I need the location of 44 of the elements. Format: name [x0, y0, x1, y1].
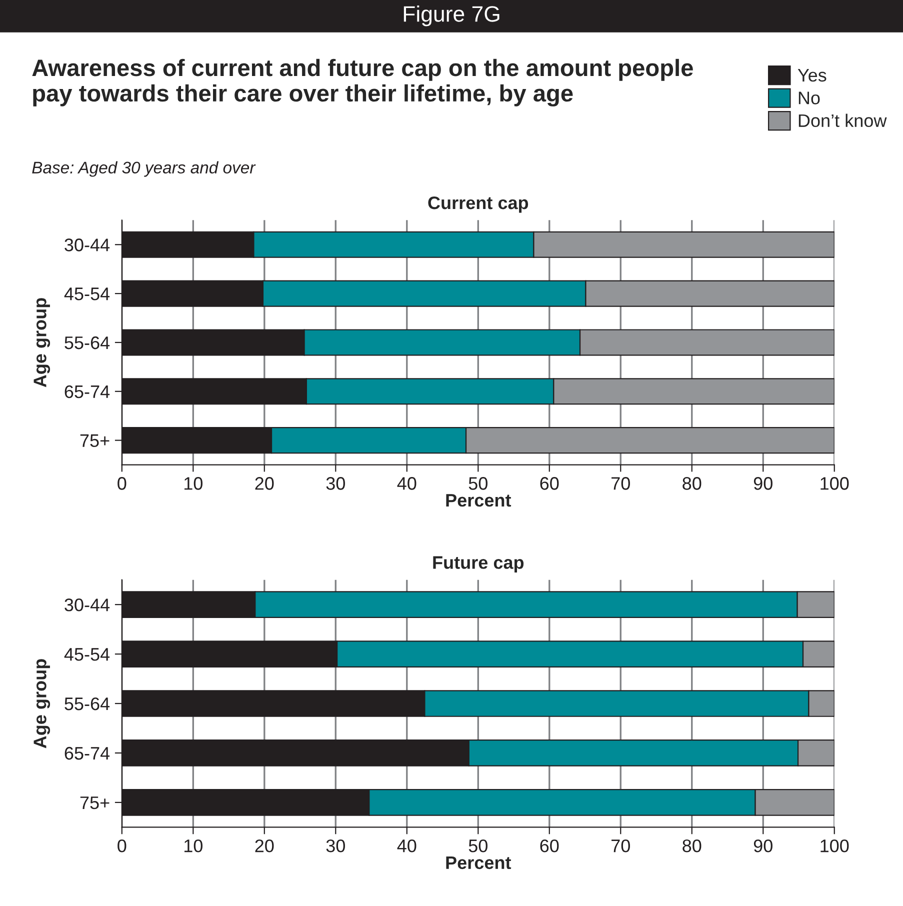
x-tick-label: 100 — [820, 477, 849, 490]
chart-title: Future cap — [433, 556, 524, 572]
caption: Figure 7G — [404, 5, 500, 26]
x-tick-label: 40 — [397, 839, 416, 852]
legend-label: Don’t know — [798, 114, 887, 128]
x-tick-label: 40 — [397, 477, 416, 490]
x-tick-label: 70 — [612, 477, 630, 490]
x-tick-label: 50 — [468, 477, 488, 490]
x-tick-label: 0 — [118, 839, 126, 852]
x-tick-label: 70 — [612, 839, 630, 852]
x-axis-title: Percent — [446, 856, 512, 870]
y-tick-label: 45-54 — [64, 648, 110, 661]
x-tick-label: 100 — [820, 839, 849, 852]
x-tick-label: 10 — [184, 839, 202, 852]
x-tick-label: 20 — [255, 839, 274, 852]
y-tick-label: 75+ — [80, 434, 110, 448]
chart-title: Current cap — [428, 196, 528, 213]
y-tick-label: 55-64 — [64, 336, 110, 350]
text: Awareness of current and future cap on the amount people pay towards their care over their lifetime, by age — [32, 58, 693, 106]
x-tick-label: 80 — [682, 477, 702, 490]
y-tick-label: 65-74 — [64, 385, 110, 398]
y-tick-label: 30-44 — [64, 598, 110, 612]
x-tick-label: 90 — [754, 839, 772, 852]
text: Base: Aged 30 years and over — [32, 161, 256, 177]
x-axis-title: Percent — [446, 494, 512, 507]
y-tick-label: 45-54 — [64, 288, 110, 300]
y-tick-label: 30-44 — [64, 238, 110, 252]
y-axis-title: Age group — [34, 298, 50, 388]
x-tick-label: 30 — [326, 839, 345, 852]
x-tick-label: 0 — [118, 477, 126, 490]
x-tick-label: 20 — [255, 477, 274, 490]
legend-label: No — [798, 92, 820, 104]
y-tick-label: 65-74 — [64, 746, 110, 760]
x-tick-label: 60 — [540, 477, 559, 490]
x-tick-label: 80 — [682, 839, 702, 852]
x-tick-label: 30 — [326, 477, 345, 490]
legend-label: Yes — [798, 69, 826, 82]
y-tick-label: 55-64 — [64, 697, 110, 710]
x-tick-label: 10 — [184, 477, 202, 490]
y-tick-label: 75+ — [80, 796, 110, 810]
y-axis-title: Age group — [34, 659, 50, 748]
x-tick-label: 50 — [468, 839, 488, 852]
x-tick-label: 60 — [540, 839, 559, 852]
x-tick-label: 90 — [754, 477, 772, 490]
